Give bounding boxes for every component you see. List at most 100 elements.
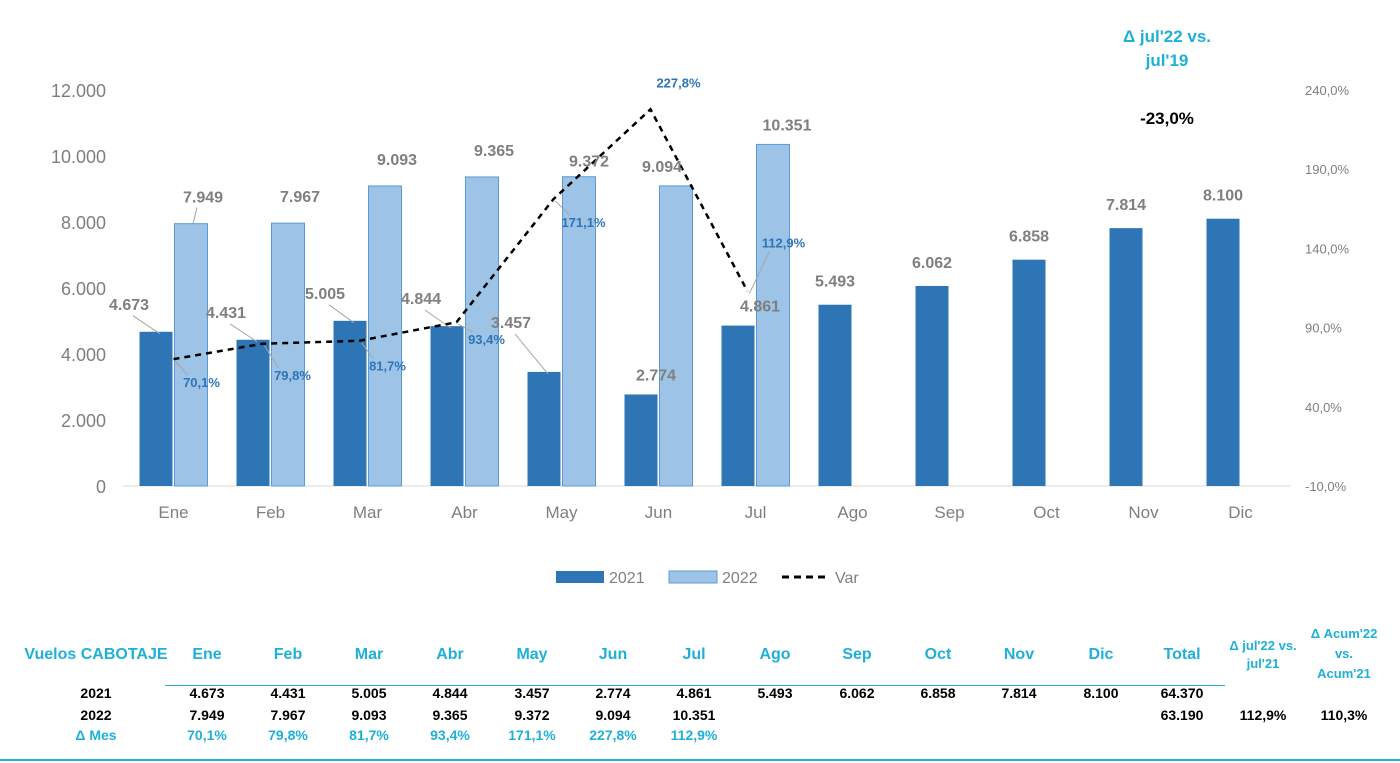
- category-label-jul: Jul: [745, 503, 767, 522]
- var-series-line: [173, 107, 749, 361]
- value-label-2021-sep: 6.062: [912, 255, 952, 272]
- leader-var-ene: [175, 360, 188, 376]
- category-label-ago: Ago: [837, 503, 867, 522]
- leader-2021-feb: [229, 323, 258, 343]
- table-cell-0-8: 6.062: [839, 685, 875, 701]
- table-header-delta-acum-line1: Δ Acum'22: [1310, 626, 1378, 641]
- leader-2022-ene: [192, 207, 198, 224]
- legend-swatch-2022: [668, 570, 718, 584]
- table-cell-1-12: 63.190: [1160, 707, 1204, 723]
- bar-2022-jul: [756, 143, 790, 487]
- var-label-abr: 93,4%: [468, 332, 505, 347]
- value-label-2021-nov: 7.814: [1106, 197, 1146, 214]
- bar-2021-jun: [624, 394, 658, 486]
- data-labels: 4.673 4.431 5.005 4.844 3.457 2.774 4.861 5.493…: [109, 75, 1243, 390]
- var-label-feb: 79,8%: [274, 368, 311, 383]
- data-table: Vuelos CABOTAJE Ene Feb Mar Abr May Jun Jul Ago S…: [0, 620, 1400, 755]
- var-line: [173, 107, 749, 361]
- table-cell-0-7: 5.493: [757, 685, 793, 701]
- table-cell-0-6: 4.861: [676, 685, 712, 701]
- table-header-sep: Sep: [842, 646, 872, 663]
- value-label-2021-dic: 8.100: [1203, 188, 1243, 205]
- table-header-delta-jul-line2: jul'21: [1246, 656, 1280, 671]
- leader-var-feb: [264, 345, 279, 369]
- table-cell-0-11: 8.100: [1083, 685, 1119, 701]
- leader-var-may: [555, 200, 570, 216]
- value-label-2021-oct: 6.858: [1009, 229, 1049, 246]
- bar-2022-feb: [271, 222, 305, 487]
- y-tick-left-3: 6.000: [61, 279, 106, 299]
- bar-2021-sep: [915, 285, 949, 486]
- category-label-mar: Mar: [353, 503, 383, 522]
- annotation-title-line2: jul'19: [1145, 51, 1189, 70]
- y-tick-left-5: 10.000: [51, 147, 106, 167]
- table-header-mar: Mar: [354, 646, 384, 663]
- bar-2021-mar: [333, 320, 367, 486]
- table-header-ene: Ene: [192, 646, 222, 663]
- annotation-value: -23,0%: [1140, 109, 1194, 128]
- annotation-title-line1: Δ jul'22 vs.: [1123, 27, 1211, 46]
- table-cell-0-10: 7.814: [1001, 685, 1037, 701]
- table-cell-1-0: 7.949: [189, 707, 225, 723]
- table-title: Vuelos CABOTAJE: [24, 646, 168, 663]
- value-label-2021-ago: 5.493: [815, 274, 855, 291]
- y-axis-left: 0 2.000 4.000 6.000 8.000 10.000 12.000: [51, 81, 106, 497]
- y-tick-right-5: 240,0%: [1305, 83, 1350, 98]
- legend-swatch-2021: [556, 571, 604, 583]
- y-tick-right-2: 90,0%: [1305, 321, 1342, 336]
- table-cell-0-12: 64.370: [1160, 685, 1204, 701]
- legend-label-var: Var: [835, 570, 859, 587]
- table-header-delta-acum-line2: vs.: [1334, 646, 1354, 661]
- table-header-oct: Oct: [924, 646, 952, 663]
- table-header-may: May: [516, 646, 548, 663]
- bar-2022-jun: [659, 185, 693, 487]
- bar-2021-ago: [818, 304, 852, 486]
- table-cell-1-2: 9.093: [351, 707, 387, 723]
- table-header-divider: [165, 685, 1225, 686]
- table-cell-1-1: 7.967: [270, 707, 306, 723]
- table-row-label-0: 2021: [80, 685, 112, 701]
- y-axis-right: -10,0% 40,0% 90,0% 140,0% 190,0% 240,0%: [1305, 83, 1350, 494]
- bar-2021-abr: [430, 326, 464, 486]
- table-cell-2-5: 227,8%: [589, 727, 637, 743]
- category-labels: Ene Feb Mar Abr May Jun Jul Ago Sep Oct Nov Dic: [158, 503, 1253, 522]
- category-label-abr: Abr: [451, 503, 478, 522]
- table-header-abr: Abr: [436, 646, 464, 663]
- table-header-delta-acum-line3: Acum'21: [1317, 666, 1371, 681]
- table-header-jul: Jul: [682, 646, 706, 663]
- value-label-2022-feb: 7.967: [280, 189, 320, 206]
- category-label-oct: Oct: [1033, 503, 1060, 522]
- table-cell-2-1: 79,8%: [268, 727, 308, 743]
- table-cell-2-6: 112,9%: [670, 727, 718, 743]
- category-label-feb: Feb: [256, 503, 285, 522]
- var-label-may: 171,1%: [561, 215, 606, 230]
- leader-2021-ene: [132, 315, 161, 335]
- category-label-ene: Ene: [158, 503, 188, 522]
- category-label-jun: Jun: [645, 503, 672, 522]
- table-header-dic: Dic: [1088, 646, 1114, 663]
- table-cell-1-delta-acum: 110,3%: [1320, 707, 1368, 723]
- leader-var-abr: [458, 323, 473, 333]
- y-tick-left-4: 8.000: [61, 213, 106, 233]
- value-label-2022-ene: 7.949: [183, 190, 223, 207]
- table-cell-0-0: 4.673: [189, 685, 225, 701]
- table-header-nov: Nov: [1003, 646, 1035, 663]
- legend-label-2021: 2021: [609, 570, 645, 587]
- category-label-may: May: [545, 503, 578, 522]
- value-label-2022-jun: 9.094: [642, 159, 682, 176]
- value-label-2021-jun: 2.774: [636, 367, 676, 384]
- table-cell-2-2: 81,7%: [349, 727, 389, 743]
- legend: 2021 2022 Var: [556, 570, 859, 587]
- category-label-sep: Sep: [934, 503, 964, 522]
- bar-2022-may: [562, 176, 596, 487]
- table-cell-1-delta-jul: 112,9%: [1239, 707, 1287, 723]
- leader-2021-may: [514, 333, 549, 375]
- var-label-ene: 70,1%: [183, 375, 220, 390]
- chart: 0 2.000 4.000 6.000 8.000 10.000 12.000 -10,0%…: [51, 27, 1350, 587]
- table-cell-1-4: 9.372: [514, 707, 550, 723]
- value-label-2021-may: 3.457: [491, 315, 531, 332]
- value-label-2021-ene: 4.673: [109, 297, 149, 314]
- table-header-jun: Jun: [598, 646, 628, 663]
- table-row-label-1: 2022: [80, 707, 112, 723]
- bar-2021-nov: [1109, 228, 1143, 486]
